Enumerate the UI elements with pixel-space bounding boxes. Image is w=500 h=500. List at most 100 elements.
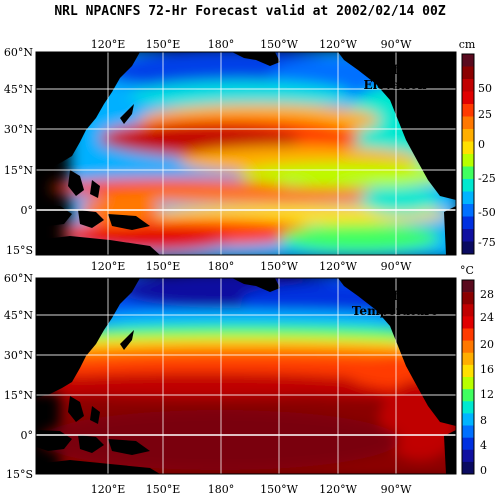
colorbar-swatch [462,316,474,329]
lat-label: 30°N [4,349,33,362]
colorbar-tick-label: 24 [480,311,494,324]
lon-label: 150°W [260,483,298,496]
temperature-colorbar-ticks: 28 24 20 16 12 8 4 0 [480,288,494,477]
lon-label: 90°W [381,483,412,496]
elevation-label-line1: Surface [369,63,421,77]
temperature-label-line1: Surface [369,289,421,303]
colorbar-swatch [462,328,474,341]
elevation-unit-label: cm [459,38,476,51]
lon-label: 120°W [319,260,357,273]
lon-label: 150°W [260,260,298,273]
temperature-latitude-labels: 60°N 45°N 30°N 15°N 0° 15°S [4,272,33,481]
colorbar-swatch [462,364,474,378]
lat-label: 30°N [4,123,33,136]
colorbar-swatch [462,304,474,317]
colorbar-swatch [462,91,474,105]
temperature-colorbar [461,279,475,475]
colorbar-tick-label: -75 [478,236,496,249]
colorbar-frame [461,279,475,475]
colorbar-swatch [462,66,474,80]
colorbar-swatch [462,104,474,117]
colorbar-swatch [462,216,474,230]
lon-label: 120°E [91,260,126,273]
lat-label: 45°N [4,83,33,96]
elevation-colorbar [461,53,475,255]
lon-label: 120°W [319,483,357,496]
colorbar-tick-label: 16 [480,363,494,376]
lon-label: 120°E [91,483,126,496]
temperature-longitude-labels-bottom: 120°E 150°E 180° 150°W 120°W 90°W [91,483,412,496]
colorbar-tick-label: 0 [480,464,487,477]
colorbar-swatch [462,461,474,475]
colorbar-swatch [462,229,474,242]
lon-label: 120°W [319,38,357,51]
colorbar-swatch [462,437,474,451]
temperature-longitude-labels-top: 120°E 150°E 180° 150°W 120°W 90°W [91,260,412,273]
lat-label: 60°N [4,272,33,285]
colorbar-tick-label: 4 [480,439,487,452]
temperature-label-line2: Temperature [352,304,439,318]
lat-label: 15°S [6,244,33,257]
lon-label: 120°E [91,38,126,51]
lat-label: 15°S [6,468,33,481]
colorbar-swatch [462,116,474,130]
colorbar-swatch [462,280,474,293]
lon-label: 180° [208,260,235,273]
colorbar-swatch [462,79,474,92]
lon-label: 150°E [146,260,181,273]
colorbar-swatch [462,141,474,155]
colorbar-swatch [462,340,474,354]
colorbar-swatch [462,292,474,305]
lon-label: 150°E [146,483,181,496]
colorbar-swatch [462,401,474,414]
colorbar-swatch [462,449,474,463]
colorbar-swatch [462,166,474,180]
colorbar-swatch [462,389,474,402]
colorbar-tick-label: 12 [480,388,494,401]
lat-label: 0° [21,429,34,442]
colorbar-tick-label: 50 [478,82,492,95]
lon-label: 90°W [381,260,412,273]
colorbar-swatch [462,191,474,205]
colorbar-tick-label: 8 [480,414,487,427]
lat-label: 60°N [4,46,33,59]
lat-label: 15°N [4,164,33,177]
colorbar-tick-label: -50 [478,206,496,219]
elevation-longitude-labels: 120°E 150°E 180° 150°W 120°W 90°W [91,38,412,51]
temperature-map [36,278,456,474]
elevation-panel: Surface Elevation 120°E 150°E 180° 150°W… [4,38,496,257]
colorbar-tick-label: -25 [478,172,496,185]
colorbar-tick-label: 0 [478,138,485,151]
colorbar-swatch [462,204,474,217]
colorbar-swatch [462,352,474,366]
colorbar-swatch [462,54,474,67]
lat-label: 15°N [4,389,33,402]
colorbar-frame [461,53,475,255]
lon-label: 180° [208,38,235,51]
colorbar-swatch [462,129,474,142]
lon-label: 150°W [260,38,298,51]
temperature-graticule [36,278,456,474]
lon-label: 150°E [146,38,181,51]
colorbar-swatch [462,425,474,438]
colorbar-tick-label: 28 [480,288,494,301]
elevation-label-line2: Elevation [364,78,427,92]
elevation-latitude-labels: 60°N 45°N 30°N 15°N 0° 15°S [4,46,33,257]
colorbar-swatch [462,241,474,255]
lat-label: 0° [21,204,34,217]
colorbar-swatch [462,154,474,167]
lon-label: 90°W [381,38,412,51]
lon-label: 180° [208,483,235,496]
colorbar-swatch [462,413,474,426]
colorbar-swatch [462,377,474,390]
lat-label: 45°N [4,309,33,322]
colorbar-tick-label: 20 [480,338,494,351]
page-title: NRL NPACNFS 72-Hr Forecast valid at 2002… [54,4,446,19]
elevation-graticule [36,52,456,255]
colorbar-tick-label: 25 [478,108,492,121]
temperature-unit-label: °C [460,264,474,277]
colorbar-swatch [462,179,474,192]
temperature-panel: Surface Temperature 120°E 150°E 180° 150… [4,260,494,496]
elevation-colorbar-ticks: 50 25 0 -25 -50 -75 [478,82,496,249]
